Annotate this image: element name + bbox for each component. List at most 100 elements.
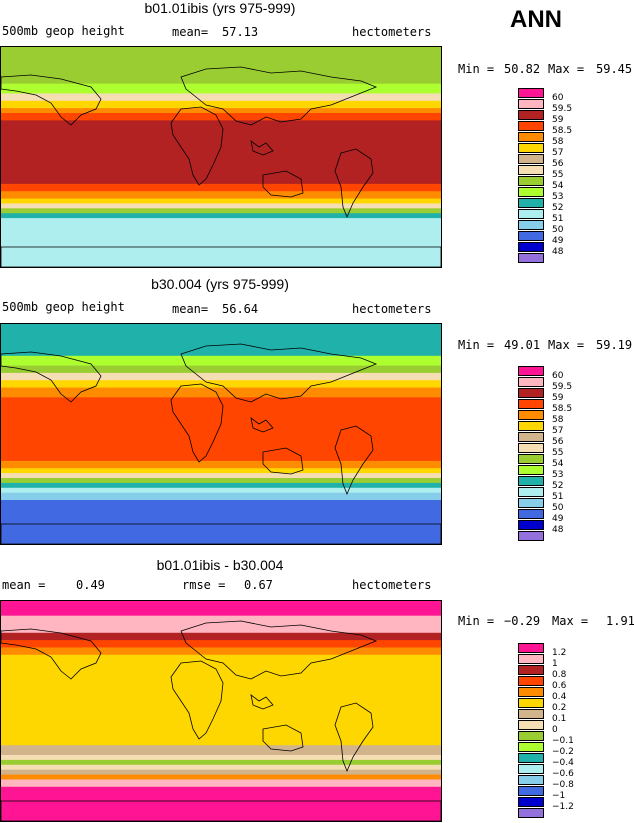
panel2-colorbar-label: 60 bbox=[552, 371, 564, 381]
panel3-colorbar-swatch-12 bbox=[518, 764, 544, 774]
panel1-coastline-5 bbox=[262, 170, 304, 198]
panel3-colorbar-label: 0.4 bbox=[552, 692, 567, 702]
panel2-contour-band-5 bbox=[1, 380, 441, 389]
panel3-rmse-value: 0.67 bbox=[244, 578, 273, 592]
panel2-coastline-4 bbox=[334, 425, 374, 496]
panel2-coastline-2 bbox=[1, 351, 102, 403]
panel3-coastline-6 bbox=[250, 694, 274, 710]
panel3-colorbar-label: 1.2 bbox=[552, 648, 567, 658]
panel2-colorbar-swatch-2 bbox=[518, 377, 544, 387]
panel3-colorbar-swatch-11 bbox=[518, 753, 544, 763]
panel3-contour-band-10 bbox=[1, 764, 441, 771]
panel3-colorbar-label: −1 bbox=[552, 791, 566, 801]
panel2-contour-band-1 bbox=[1, 324, 441, 357]
panel2-colorbar-label: 53 bbox=[552, 470, 564, 480]
panel1-min-label: Min = bbox=[458, 62, 495, 76]
panel2-colorbar-swatch-15 bbox=[518, 520, 544, 530]
panel1-colorbar-label: 50 bbox=[552, 225, 564, 235]
panel3-colorbar-swatch-9 bbox=[518, 731, 544, 741]
panel1-coastline-7 bbox=[1, 246, 441, 267]
panel1-colorbar-swatch-15 bbox=[518, 242, 544, 252]
panel2-colorbar-label: 51 bbox=[552, 492, 564, 502]
panel2-colorbar-swatch-13 bbox=[518, 498, 544, 508]
panel2-coastline-5 bbox=[262, 447, 304, 475]
panel2-colorbar-swatch-11 bbox=[518, 476, 544, 486]
panel3-colorbar-swatch-10 bbox=[518, 742, 544, 752]
panel3-colorbar-label: −0.6 bbox=[552, 769, 574, 779]
panel2-contour-band-7 bbox=[1, 397, 441, 462]
panel2-colorbar-label: 56 bbox=[552, 437, 564, 447]
panel2-contour-band-4 bbox=[1, 372, 441, 381]
panel3-colorbar-label: −0.8 bbox=[552, 780, 574, 790]
panel1-contour-band-9 bbox=[1, 191, 441, 200]
panel2-colorbar-label: 52 bbox=[552, 481, 564, 491]
panel3-title: b01.01ibis - b30.004 bbox=[156, 557, 284, 573]
panel2-contour-band-13 bbox=[1, 487, 441, 494]
panel1-colorbar-swatch-7 bbox=[518, 154, 544, 164]
panel3-colorbar-swatch-5 bbox=[518, 687, 544, 697]
panel1-colorbar-swatch-14 bbox=[518, 231, 544, 241]
panel3-contour-band-13 bbox=[1, 779, 441, 788]
panel2-coastline-1 bbox=[180, 343, 378, 403]
panel2-colorbar-swatch-10 bbox=[518, 465, 544, 475]
panel1-colorbar-swatch-11 bbox=[518, 198, 544, 208]
panel1-colorbar-label: 53 bbox=[552, 192, 564, 202]
panel3-colorbar-label: −0.4 bbox=[552, 758, 574, 768]
panel3-colorbar-swatch-13 bbox=[518, 775, 544, 785]
panel2-contour-band-15 bbox=[1, 500, 441, 544]
panel2-title: b30.004 (yrs 975-999) bbox=[151, 276, 289, 292]
panel2-contour-band-8 bbox=[1, 460, 441, 469]
panel1-contour-band-7 bbox=[1, 120, 441, 185]
panel3-colorbar-swatch-7 bbox=[518, 709, 544, 719]
panel1-max-value: 59.45 bbox=[596, 62, 633, 76]
panel2-map bbox=[0, 323, 442, 545]
panel2-max-value: 59.19 bbox=[596, 338, 633, 352]
panel1-contour-band-10 bbox=[1, 198, 441, 204]
panel1-colorbar-label: 58.5 bbox=[552, 126, 573, 136]
panel1-colorbar-label: 48 bbox=[552, 247, 564, 257]
panel3-contour-band-11 bbox=[1, 769, 441, 776]
panel2-contour-band-14 bbox=[1, 492, 441, 501]
panel2-coastline-3 bbox=[170, 383, 224, 463]
panel2-min-value: 49.01 bbox=[504, 338, 541, 352]
panel3-colorbar-swatch-6 bbox=[518, 698, 544, 708]
panel1-colorbar-label: 55 bbox=[552, 170, 564, 180]
panel2-colorbar-label: 58 bbox=[552, 415, 564, 425]
panel3-colorbar-swatch-2 bbox=[518, 654, 544, 664]
panel1-colorbar-label: 60 bbox=[552, 93, 564, 103]
panel2-colorbar-label: 59.5 bbox=[552, 382, 573, 392]
panel2-coastline-7 bbox=[1, 523, 441, 544]
panel2-colorbar-swatch-14 bbox=[518, 509, 544, 519]
panel2-units: hectometers bbox=[352, 302, 432, 316]
panel3-colorbar-swatch-8 bbox=[518, 720, 544, 730]
panel1-colorbar-label: 49 bbox=[552, 236, 564, 246]
panel2-max-label: Max = bbox=[548, 338, 585, 352]
panel2-mean-value: 56.64 bbox=[222, 302, 259, 316]
panel2-variable-label: 500mb geop height bbox=[2, 300, 125, 314]
panel1-colorbar-label: 58 bbox=[552, 137, 564, 147]
panel1-mean-value: 57.13 bbox=[222, 25, 259, 39]
panel3-coastline-7 bbox=[1, 800, 441, 821]
season-label: ANN bbox=[510, 6, 562, 33]
panel3-colorbar-label: 0.6 bbox=[552, 681, 567, 691]
panel1-units: hectometers bbox=[352, 25, 432, 39]
panel1-colorbar-swatch-8 bbox=[518, 165, 544, 175]
panel3-colorbar-swatch-1 bbox=[518, 643, 544, 653]
panel2-colorbar-label: 49 bbox=[552, 514, 564, 524]
panel3-colorbar-label: −0.1 bbox=[552, 736, 574, 746]
panel1-min-value: 50.82 bbox=[504, 62, 541, 76]
panel2-colorbar-swatch-4 bbox=[518, 399, 544, 409]
panel1-contour-band-3 bbox=[1, 93, 441, 102]
panel1-variable-label: 500mb geop height bbox=[2, 24, 125, 38]
panel2-colorbar-label: 54 bbox=[552, 459, 564, 469]
panel2-contour-band-12 bbox=[1, 482, 441, 489]
panel1-colorbar-label: 54 bbox=[552, 181, 564, 191]
panel1-colorbar-label: 57 bbox=[552, 148, 564, 158]
panel1-max-label: Max = bbox=[548, 62, 585, 76]
panel2-colorbar-label: 58.5 bbox=[552, 404, 573, 414]
panel2-colorbar-swatch-16 bbox=[518, 531, 544, 541]
panel1-colorbar-label: 59 bbox=[552, 115, 564, 125]
panel2-colorbar-label: 57 bbox=[552, 426, 564, 436]
panel3-coastline-5 bbox=[262, 724, 304, 752]
panel3-contour-band-1 bbox=[1, 601, 441, 617]
